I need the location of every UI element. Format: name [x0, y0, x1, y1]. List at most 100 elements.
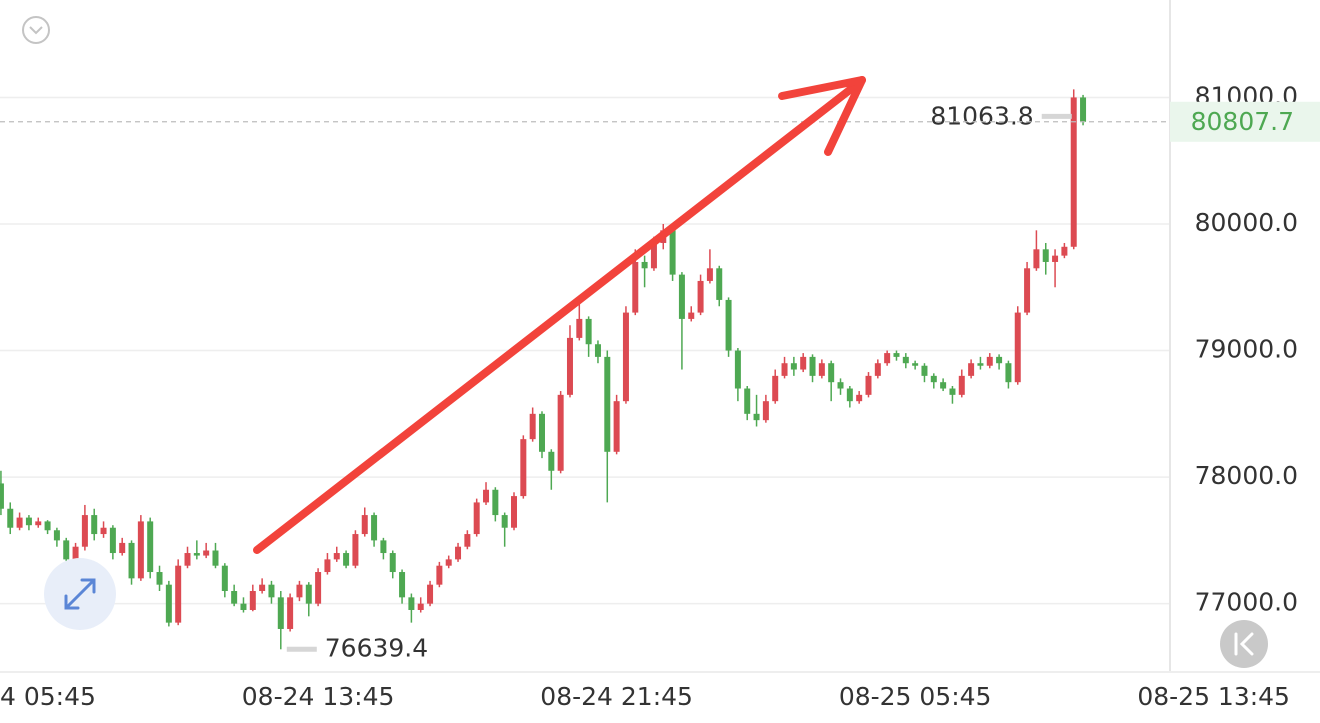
candle-body [249, 591, 256, 610]
candle-body [538, 413, 545, 452]
candle-body [7, 508, 14, 528]
candle-body [548, 451, 555, 471]
candle-body [893, 353, 900, 357]
candle-body [408, 597, 415, 610]
current-price-tag [1170, 101, 1320, 142]
x-tick-label: 08-24 13:45 [242, 682, 395, 711]
candle-body [725, 299, 732, 351]
x-tick-label: 08-25 13:45 [1137, 682, 1290, 711]
candle-body [744, 388, 751, 414]
candle-body [333, 553, 340, 560]
candle-body [25, 517, 32, 526]
candle-body [949, 388, 956, 395]
candle-body [44, 521, 51, 531]
candle-body [902, 356, 909, 364]
candle-body [165, 584, 172, 623]
candle-body [361, 515, 368, 535]
candle-body [296, 584, 303, 598]
candle-body [492, 489, 499, 516]
collapse-icon[interactable] [22, 16, 50, 44]
candle-body [1014, 312, 1021, 383]
candle-body [100, 527, 107, 535]
candle-body [380, 540, 387, 554]
candle-body [305, 584, 312, 604]
candle-body [473, 502, 480, 535]
max-label: 81063.8 [930, 101, 1033, 130]
candle-body [212, 550, 219, 566]
candle-body [352, 534, 359, 566]
candle-body [912, 363, 919, 366]
candle-body [772, 375, 779, 402]
candle-body [137, 521, 144, 579]
x-tick-label: 08-25 05:45 [839, 682, 992, 711]
candle-body [417, 603, 424, 610]
candle-body [716, 268, 723, 300]
candle-body [16, 517, 23, 528]
candle-body [856, 394, 863, 402]
candle-body [800, 356, 807, 370]
candle-body [930, 375, 937, 383]
candle-body [585, 318, 592, 345]
candle-body [203, 550, 210, 556]
candle-body [1024, 268, 1031, 313]
y-tick-label: 78000.0 [1195, 461, 1298, 490]
candle-body [175, 565, 182, 623]
current-price-label: 80807.7 [1191, 107, 1294, 136]
candle-body [63, 540, 70, 560]
candle-body [436, 565, 443, 585]
candle-body [529, 413, 536, 440]
candle-body [240, 603, 247, 610]
candle-body [977, 363, 984, 366]
candle-body [874, 363, 881, 376]
y-tick-label: 79000.0 [1195, 335, 1298, 364]
candle-body [940, 382, 947, 389]
candle-body [688, 312, 695, 319]
x-tick-label: 08-24 21:45 [540, 682, 693, 711]
candle-body [81, 515, 88, 547]
candles [0, 89, 1087, 650]
candle-body [986, 356, 993, 366]
candle-body [809, 356, 816, 376]
candle-body [109, 527, 116, 554]
candle-body [72, 546, 79, 560]
candle-body [557, 394, 564, 471]
candle-body [1061, 246, 1068, 256]
candle-body [566, 337, 573, 395]
candle-body [483, 489, 490, 503]
candle-body [669, 230, 676, 275]
candle-body [622, 312, 629, 402]
candle-body [511, 496, 518, 528]
candle-body [520, 439, 527, 497]
candle-body [277, 597, 284, 629]
candle-body [315, 572, 322, 604]
candle-body [53, 530, 60, 541]
scroll-to-latest-button[interactable] [1220, 620, 1268, 668]
candle-body [0, 483, 4, 509]
candle-body [921, 365, 928, 376]
candle-body [753, 413, 760, 421]
candle-body [427, 584, 434, 604]
candle-body [287, 597, 294, 629]
candle-body [445, 559, 452, 566]
candle-body [706, 268, 713, 281]
candle-body [343, 553, 350, 566]
expand-button[interactable] [44, 558, 116, 630]
candle-body [1070, 97, 1077, 247]
y-tick-label: 80000.0 [1195, 208, 1298, 237]
candle-body [119, 542, 126, 554]
candle-body [268, 584, 275, 598]
candle-body [818, 363, 825, 376]
candle-body [193, 553, 200, 556]
candle-body [697, 280, 704, 313]
candle-body [958, 375, 965, 395]
candle-body [604, 356, 611, 452]
candle-body [762, 401, 769, 421]
candle-body [734, 350, 741, 389]
candle-body [371, 515, 378, 541]
min-label: 76639.4 [325, 633, 428, 662]
candle-body [790, 363, 797, 370]
candle-body [613, 401, 620, 452]
candle-body [884, 353, 891, 364]
candle-body [837, 382, 844, 389]
